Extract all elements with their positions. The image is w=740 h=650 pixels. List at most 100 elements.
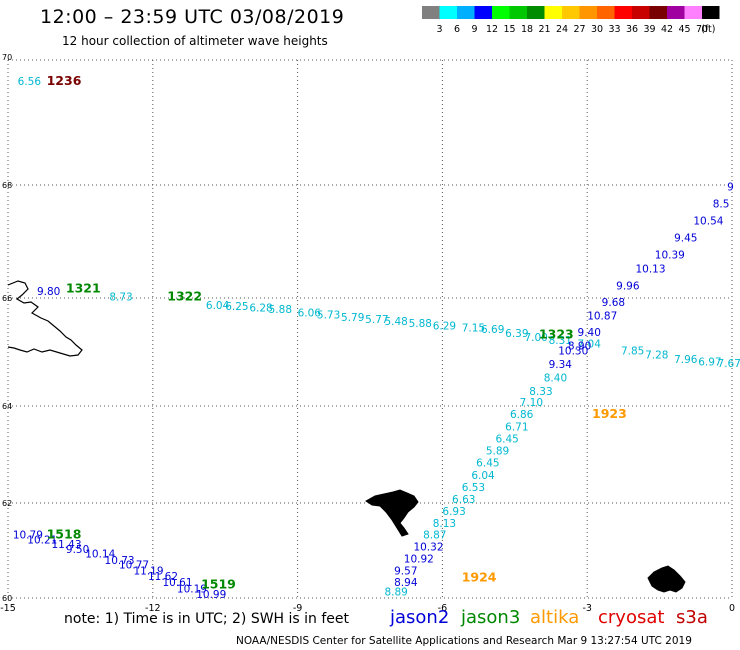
wave-height-value: 9.40 [578, 327, 601, 339]
wave-height-value: 10.14 [85, 549, 115, 561]
legend-s3a: s3a [676, 607, 708, 628]
wave-height-value: 10.99 [196, 589, 226, 601]
pass-time-label: 1924 [462, 569, 497, 584]
wave-height-value: 11.19 [133, 565, 163, 577]
color-scale-label: 45 [678, 24, 690, 35]
color-swatch [702, 6, 720, 19]
color-swatch [544, 6, 562, 19]
color-swatch [439, 6, 457, 19]
wave-height-value: 10.87 [587, 311, 617, 323]
legend-jason3: jason3 [461, 607, 521, 628]
credit-line: NOAA/NESDIS Center for Satellite Applica… [236, 635, 692, 647]
color-scale-label: 3 [436, 24, 442, 35]
grid-lines [7, 59, 733, 599]
wave-height-value: 7.67 [718, 358, 740, 370]
map-title: 12:00 – 23:59 UTC 03/08/2019 [40, 6, 345, 28]
lon-tick-label: -3 [582, 603, 591, 614]
wave-height-value: 8.90 [568, 340, 591, 352]
color-swatch [474, 6, 492, 19]
color-swatch [562, 6, 580, 19]
land-masses [7, 280, 686, 593]
wave-height-value: 11.62 [148, 571, 178, 583]
wave-height-value: 7.00 [524, 332, 547, 344]
color-swatch [649, 6, 667, 19]
wave-height-value: 6.69 [481, 324, 504, 336]
pass-time-label: 1518 [47, 527, 82, 542]
wave-height-value: 8.13 [433, 518, 456, 530]
wave-height-value: 5.89 [486, 446, 509, 458]
wave-height-value: 10.77 [119, 560, 149, 572]
color-scale-label: 36 [626, 24, 638, 35]
wave-height-value: 10.73 [105, 555, 135, 567]
color-scale-label: 27 [573, 24, 585, 35]
shetland-islands [647, 565, 686, 593]
wave-height-value: 9 [727, 182, 734, 194]
pass-time-label: 1923 [592, 406, 627, 421]
wave-height-value: 6.39 [505, 328, 528, 340]
color-scale-label: 6 [454, 24, 460, 35]
color-swatch [632, 6, 650, 19]
wave-height-value: 10.13 [635, 264, 665, 276]
wave-height-value: 8.40 [544, 373, 567, 385]
wave-height-value: 5.79 [341, 312, 364, 324]
wave-height-value: 6.86 [510, 409, 534, 421]
lat-tick-label: 66 [2, 294, 12, 303]
wave-height-value: 9.50 [66, 544, 89, 556]
lat-tick-label: 64 [2, 402, 12, 411]
faroe-islands [365, 489, 419, 537]
color-scale-label: 33 [608, 24, 620, 35]
legend-altika: altika [530, 607, 580, 628]
color-swatch [667, 6, 685, 19]
color-scale-label: 24 [556, 24, 568, 35]
wave-height-value: 8.87 [423, 530, 446, 542]
wave-height-value: 6.93 [442, 506, 465, 518]
color-scale-label: 15 [503, 24, 515, 35]
pass-time-label: 1321 [66, 280, 101, 295]
wave-height-value: 6.56 [18, 76, 42, 88]
greenland-coast [7, 280, 83, 357]
wave-height-value: 8.94 [394, 577, 418, 589]
wave-height-value: 6.63 [452, 494, 475, 506]
wave-height-value: 5.48 [384, 316, 407, 328]
wave-height-value: 8.5 [713, 199, 730, 211]
axis-tick-labels: -15 -12 -9 -6 -3 0 60 62 64 66 68 70 [0, 53, 735, 614]
color-swatch [684, 6, 702, 19]
map-subtitle: 12 hour collection of altimeter wave hei… [62, 34, 328, 48]
wave-height-value: 9.96 [616, 281, 640, 293]
wave-height-value: 5.88 [269, 304, 292, 316]
color-swatch [422, 6, 440, 19]
wave-height-value: 9.68 [602, 297, 625, 309]
color-scale-label: 39 [643, 24, 655, 35]
wave-height-value: 6.71 [505, 421, 528, 433]
wave-height-value: 6.97 [698, 357, 721, 369]
wave-height-value: 10.61 [162, 577, 192, 589]
wave-height-tracks: 6.569.80 8.736.046.25 6.285.88 6.065.73 5.79… [13, 76, 740, 601]
color-scale-bar: 3 6 9 12 15 18 21 24 27 30 33 36 39 42 45 70(ft) [422, 6, 720, 35]
wave-height-value: 7.96 [674, 354, 698, 366]
wave-height-value: 10.30 [558, 346, 588, 358]
color-scale-unit: (ft) [701, 24, 715, 35]
color-scale-label: 9 [471, 24, 477, 35]
wave-height-value: 6.06 [298, 307, 322, 319]
wave-height-value: 10.54 [693, 216, 723, 228]
wave-height-value: 7.04 [578, 339, 602, 351]
legend-cryosat: cryosat [598, 607, 665, 628]
wave-height-value: 6.04 [471, 470, 495, 482]
pass-time-label: 1323 [539, 327, 574, 342]
wave-height-value: 6.29 [433, 320, 456, 332]
lon-tick-label: -15 [0, 603, 16, 614]
wave-height-value: 8.31 [549, 335, 572, 347]
wave-height-value: 10.39 [655, 249, 685, 261]
wave-height-value: 10.92 [404, 553, 434, 565]
color-scale-label: 30 [591, 24, 603, 35]
color-swatch [579, 6, 597, 19]
lon-tick-label: 0 [729, 603, 735, 614]
color-scale-label: 12 [486, 24, 498, 35]
lon-tick-label: -6 [438, 603, 447, 614]
wave-height-value: 8.33 [529, 386, 552, 398]
wave-height-value: 5.73 [317, 310, 340, 322]
footnote: note: 1) Time is in UTC; 2) SWH is in fe… [64, 611, 350, 627]
wave-height-value: 9.45 [674, 233, 697, 245]
wave-height-value: 9.34 [549, 359, 573, 371]
wave-height-value: 5.88 [409, 318, 432, 330]
